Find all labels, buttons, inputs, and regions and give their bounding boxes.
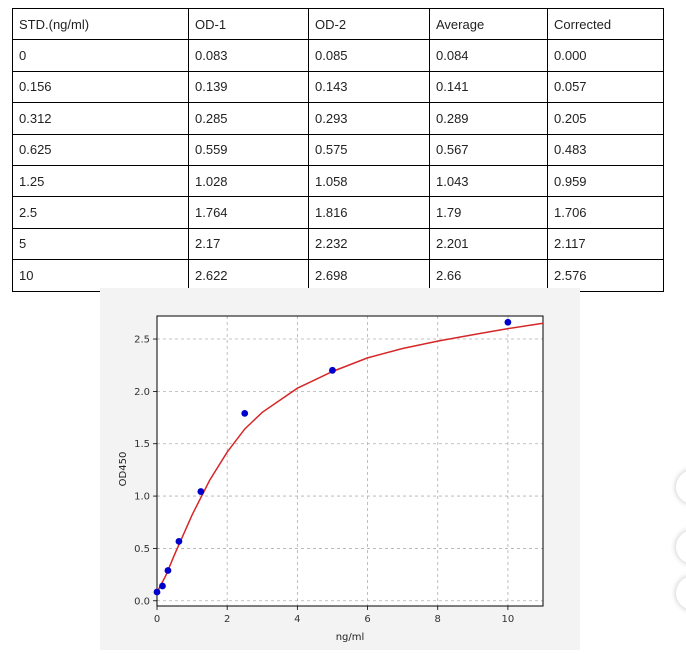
x-tick-label: 4 <box>294 614 300 625</box>
header-od1: OD-1 <box>188 7 309 41</box>
y-tick-label: 2.5 <box>134 335 150 346</box>
cell-od1: 1.028 <box>188 164 309 198</box>
cell-od2: 0.085 <box>308 39 430 72</box>
cell-std: 5 <box>12 227 189 261</box>
data-point <box>159 582 166 590</box>
cell-std: 0.156 <box>12 70 189 104</box>
table-row: 0.156 0.139 0.143 0.141 0.057 <box>12 70 664 104</box>
header-std: STD.(ng/ml) <box>12 7 189 41</box>
cell-average: 0.084 <box>429 39 548 72</box>
cell-od2: 0.143 <box>308 70 430 104</box>
x-tick-label: 2 <box>224 614 230 625</box>
data-point <box>329 366 336 374</box>
x-tick-label: 0 <box>154 614 160 625</box>
cell-std: 0.625 <box>12 133 189 166</box>
cell-average: 1.043 <box>429 164 548 198</box>
y-tick-label: 2.0 <box>134 387 150 398</box>
x-tick-label: 8 <box>435 614 441 625</box>
cell-od1: 2.17 <box>188 227 309 261</box>
cell-corrected: 0.000 <box>547 39 664 72</box>
y-tick-label: 0.5 <box>134 544 150 555</box>
data-point <box>164 567 172 574</box>
cell-std: 0.312 <box>12 102 189 135</box>
cell-std: 2.5 <box>12 196 189 229</box>
cell-average: 0.289 <box>429 102 548 135</box>
cell-corrected: 0.483 <box>547 133 664 166</box>
cell-od2: 2.698 <box>308 259 430 292</box>
floating-circle-button[interactable] <box>676 530 686 564</box>
data-point <box>504 318 512 326</box>
y-tick-label: 1.0 <box>134 492 150 503</box>
y-tick-label: 0.0 <box>134 596 150 607</box>
cell-average: 1.79 <box>429 196 548 229</box>
cell-od1: 0.285 <box>188 102 309 135</box>
cell-corrected: 2.117 <box>547 227 664 261</box>
cell-od2: 0.293 <box>308 102 430 135</box>
data-point <box>153 588 161 596</box>
table-row: 0 0.083 0.085 0.084 0.000 <box>12 39 664 72</box>
data-point <box>175 538 183 545</box>
cell-std: 0 <box>12 39 189 72</box>
cell-corrected: 0.205 <box>547 102 664 135</box>
cell-average: 0.141 <box>429 70 548 104</box>
cell-od2: 1.058 <box>308 164 430 198</box>
cell-od1: 1.764 <box>188 196 309 229</box>
cell-od1: 0.559 <box>188 133 309 166</box>
header-average: Average <box>429 7 548 41</box>
standards-table: STD.(ng/ml) OD-1 OD-2 Average Corrected … <box>12 7 664 292</box>
cell-average: 2.201 <box>429 227 548 261</box>
table-row: 5 2.17 2.232 2.201 2.117 <box>12 227 664 261</box>
cell-std: 1.25 <box>12 164 189 198</box>
table-row: 0.312 0.285 0.293 0.289 0.205 <box>12 102 664 135</box>
floating-circle-button[interactable] <box>676 470 686 504</box>
cell-od2: 2.232 <box>308 227 430 261</box>
chart-svg: 0 2 4 6 8 10 0.0 0.5 1.0 1.5 2.0 2.5 ng/ml OD450 <box>118 315 544 643</box>
cell-corrected: 1.706 <box>547 196 664 229</box>
table-row: 10 2.622 2.698 2.66 2.576 <box>12 259 664 292</box>
cell-average: 0.567 <box>429 133 548 166</box>
header-corrected: Corrected <box>547 7 664 41</box>
cell-od1: 0.083 <box>188 39 309 72</box>
standard-curve-chart: 0 2 4 6 8 10 0.0 0.5 1.0 1.5 2.0 2.5 ng/ml OD450 <box>100 288 580 650</box>
plot-frame <box>156 315 544 607</box>
table-row: 2.5 1.764 1.816 1.79 1.706 <box>12 196 664 229</box>
y-axis-label: OD450 <box>118 452 129 487</box>
data-point <box>197 488 205 495</box>
x-tick-label: 10 <box>502 614 515 625</box>
data-point <box>241 409 249 417</box>
x-axis-label: ng/ml <box>336 632 365 643</box>
cell-std: 10 <box>12 259 189 292</box>
cell-corrected: 0.959 <box>547 164 664 198</box>
cell-corrected: 2.576 <box>547 259 664 292</box>
cell-od1: 2.622 <box>188 259 309 292</box>
cell-corrected: 0.057 <box>547 70 664 104</box>
header-od2: OD-2 <box>308 7 430 41</box>
floating-circle-button[interactable] <box>676 576 686 610</box>
cell-od2: 1.816 <box>308 196 430 229</box>
cell-od1: 0.139 <box>188 70 309 104</box>
cell-average: 2.66 <box>429 259 548 292</box>
table-row: 1.25 1.028 1.058 1.043 0.959 <box>12 164 664 198</box>
cell-od2: 0.575 <box>308 133 430 166</box>
plot-area <box>157 316 543 606</box>
y-tick-label: 1.5 <box>134 439 150 450</box>
table-row: 0.625 0.559 0.575 0.567 0.483 <box>12 133 664 166</box>
table-header-row: STD.(ng/ml) OD-1 OD-2 Average Corrected <box>12 7 664 41</box>
x-tick-label: 6 <box>364 614 370 625</box>
